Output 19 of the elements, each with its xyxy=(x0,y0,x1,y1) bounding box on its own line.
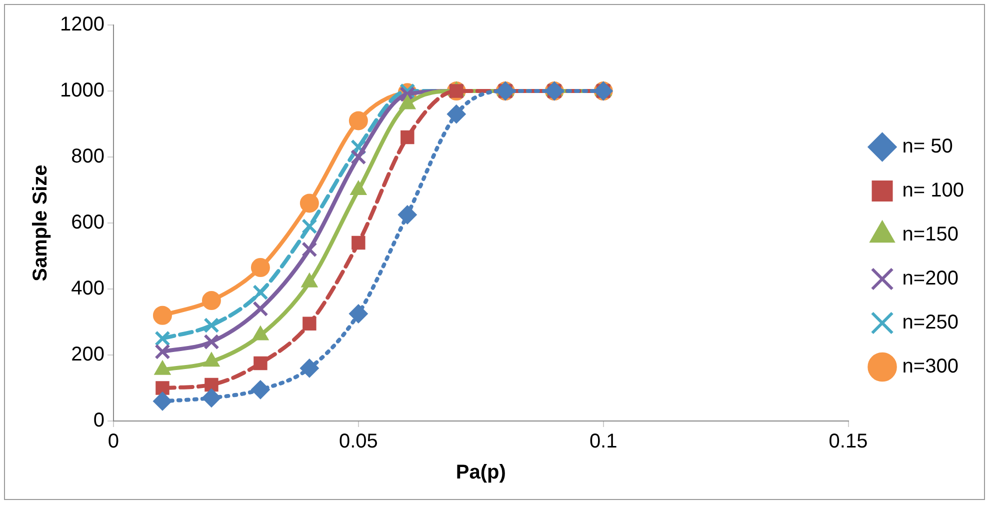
y-tick-label: 800 xyxy=(71,146,104,168)
legend-label: n=200 xyxy=(902,268,958,290)
y-axis-title: Sample Size xyxy=(30,164,52,282)
y-tick-label: 200 xyxy=(71,344,104,366)
x-axis-title: Pa(p) xyxy=(456,462,506,484)
y-tick-label: 1000 xyxy=(60,80,104,102)
x-tick-label: 0 xyxy=(108,430,120,453)
legend-label: n= 50 xyxy=(902,136,953,158)
x-tick-label: 0.1 xyxy=(589,430,618,453)
y-tick-label: 1200 xyxy=(60,14,104,36)
y-tick-label: 400 xyxy=(71,278,104,300)
y-tick-label: 600 xyxy=(71,212,104,234)
legend-label: n= 100 xyxy=(902,180,964,202)
y-tick-label: 0 xyxy=(93,410,104,432)
x-tick-label: 0.05 xyxy=(338,430,378,453)
legend-label: n=300 xyxy=(902,356,958,378)
legend-label: n=150 xyxy=(902,224,958,246)
legend-label: n=250 xyxy=(902,312,958,334)
x-tick-label: 0.15 xyxy=(828,430,868,453)
